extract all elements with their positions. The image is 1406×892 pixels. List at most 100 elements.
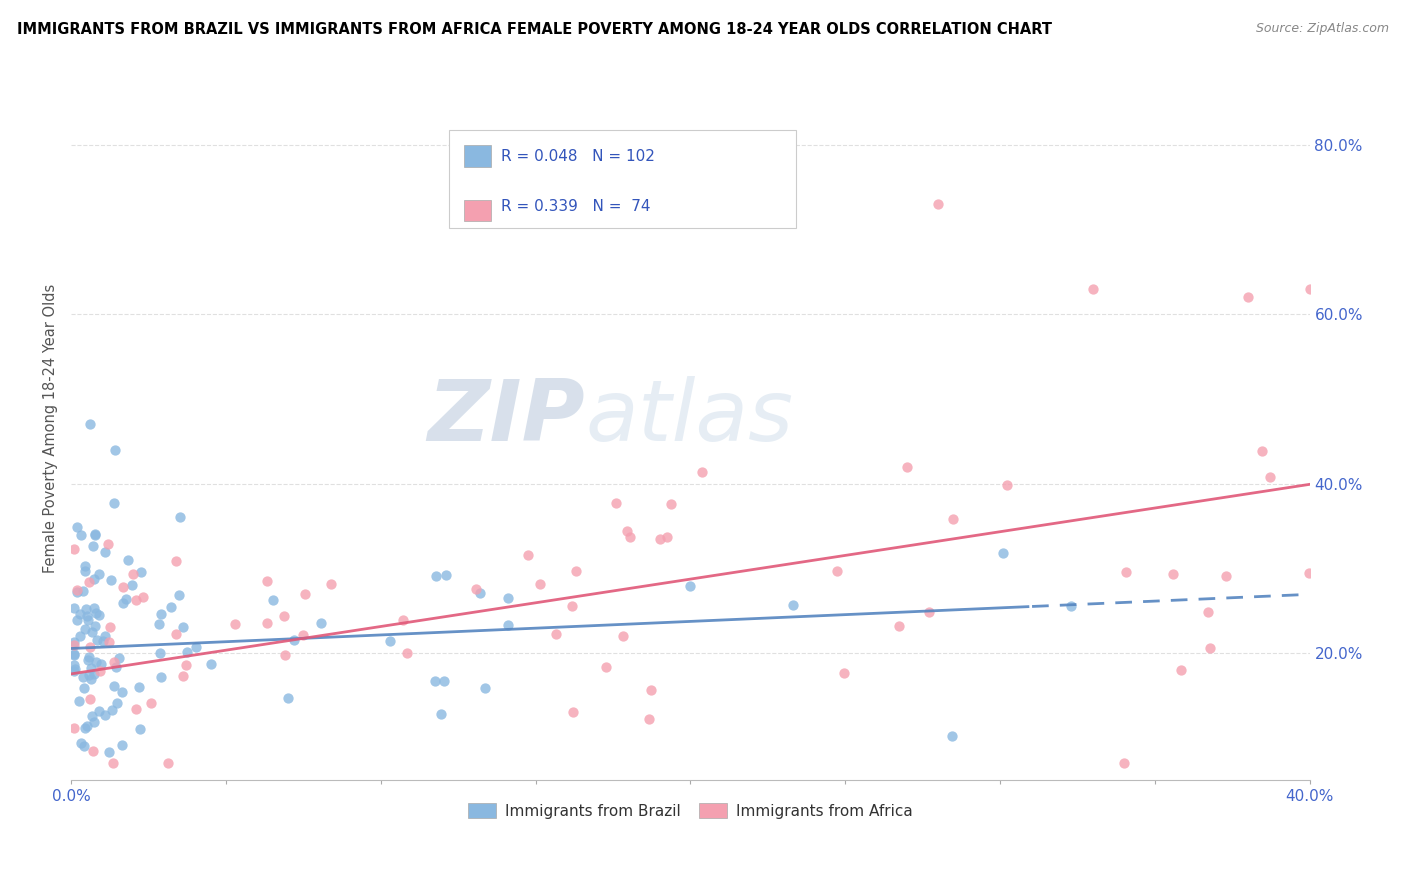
- Africa: [1236, 290, 1258, 304]
- Africa: [103, 655, 125, 669]
- Brazil: [83, 666, 105, 681]
- Africa: [121, 567, 143, 582]
- Brazil: [87, 704, 110, 718]
- Brazil: [65, 585, 87, 599]
- Brazil: [63, 664, 86, 678]
- Africa: [89, 664, 111, 678]
- Text: Source: ZipAtlas.com: Source: ZipAtlas.com: [1256, 22, 1389, 36]
- Brazil: [100, 573, 122, 587]
- Brazil: [77, 613, 100, 627]
- Africa: [1112, 756, 1135, 770]
- Africa: [595, 659, 617, 673]
- Africa: [131, 590, 153, 604]
- Text: R = 0.048   N = 102: R = 0.048 N = 102: [501, 149, 655, 164]
- Africa: [517, 548, 540, 562]
- Africa: [111, 580, 134, 594]
- Africa: [825, 565, 848, 579]
- Africa: [63, 721, 86, 735]
- Brazil: [94, 708, 117, 723]
- Africa: [395, 647, 418, 661]
- Brazil: [63, 601, 86, 615]
- Text: R = 0.339   N =  74: R = 0.339 N = 74: [501, 199, 651, 214]
- Africa: [63, 541, 86, 556]
- Legend: Immigrants from Brazil, Immigrants from Africa: Immigrants from Brazil, Immigrants from …: [463, 797, 918, 824]
- Africa: [561, 599, 583, 614]
- Brazil: [77, 650, 100, 665]
- Brazil: [75, 623, 97, 637]
- Africa: [66, 583, 89, 598]
- Africa: [1115, 565, 1137, 579]
- Brazil: [149, 607, 172, 621]
- FancyBboxPatch shape: [464, 145, 491, 167]
- Africa: [605, 496, 627, 510]
- Brazil: [63, 634, 86, 648]
- Brazil: [83, 601, 105, 615]
- Brazil: [167, 588, 190, 602]
- Brazil: [103, 496, 125, 510]
- Brazil: [84, 528, 107, 542]
- Brazil: [66, 520, 89, 534]
- Africa: [546, 627, 568, 641]
- Brazil: [121, 578, 143, 592]
- Brazil: [94, 545, 117, 559]
- Brazil: [150, 670, 173, 684]
- Africa: [98, 620, 121, 634]
- Brazil: [200, 657, 222, 671]
- Brazil: [70, 736, 93, 750]
- Brazil: [110, 738, 132, 752]
- Brazil: [176, 645, 198, 659]
- Africa: [561, 705, 583, 719]
- Brazil: [148, 616, 170, 631]
- Brazil: [283, 632, 305, 647]
- Africa: [79, 692, 101, 706]
- Brazil: [83, 619, 105, 633]
- Brazil: [76, 608, 98, 623]
- Brazil: [84, 606, 107, 620]
- Africa: [619, 530, 641, 544]
- Brazil: [69, 607, 91, 621]
- Brazil: [104, 660, 127, 674]
- Brazil: [82, 540, 104, 554]
- Brazil: [79, 417, 101, 432]
- Brazil: [128, 680, 150, 694]
- Brazil: [117, 553, 139, 567]
- Africa: [1258, 470, 1281, 484]
- Text: IMMIGRANTS FROM BRAZIL VS IMMIGRANTS FROM AFRICA FEMALE POVERTY AMONG 18-24 YEAR: IMMIGRANTS FROM BRAZIL VS IMMIGRANTS FRO…: [17, 22, 1052, 37]
- Brazil: [159, 600, 181, 615]
- Text: ZIP: ZIP: [427, 376, 585, 459]
- Brazil: [1060, 599, 1083, 614]
- Brazil: [63, 658, 86, 673]
- Brazil: [73, 739, 96, 753]
- Brazil: [149, 646, 172, 660]
- Brazil: [423, 673, 446, 688]
- Africa: [125, 701, 148, 715]
- Brazil: [97, 746, 120, 760]
- Brazil: [73, 681, 96, 696]
- Brazil: [67, 694, 90, 708]
- Brazil: [169, 510, 191, 524]
- Africa: [1298, 566, 1320, 581]
- Africa: [98, 635, 121, 649]
- Africa: [125, 592, 148, 607]
- Brazil: [69, 629, 91, 643]
- Brazil: [70, 528, 93, 542]
- Brazil: [93, 629, 115, 643]
- Africa: [1170, 663, 1192, 677]
- Africa: [82, 744, 104, 758]
- Brazil: [65, 613, 87, 627]
- Brazil: [84, 526, 107, 541]
- Africa: [655, 531, 678, 545]
- Africa: [97, 537, 120, 551]
- Brazil: [110, 684, 132, 698]
- Brazil: [474, 681, 496, 695]
- Brazil: [309, 615, 332, 630]
- Brazil: [103, 679, 125, 693]
- Africa: [256, 615, 278, 630]
- Brazil: [72, 583, 94, 598]
- Brazil: [131, 565, 153, 579]
- Africa: [1215, 569, 1237, 583]
- Africa: [63, 639, 86, 653]
- Africa: [889, 619, 911, 633]
- Africa: [1250, 443, 1272, 458]
- Africa: [292, 628, 315, 642]
